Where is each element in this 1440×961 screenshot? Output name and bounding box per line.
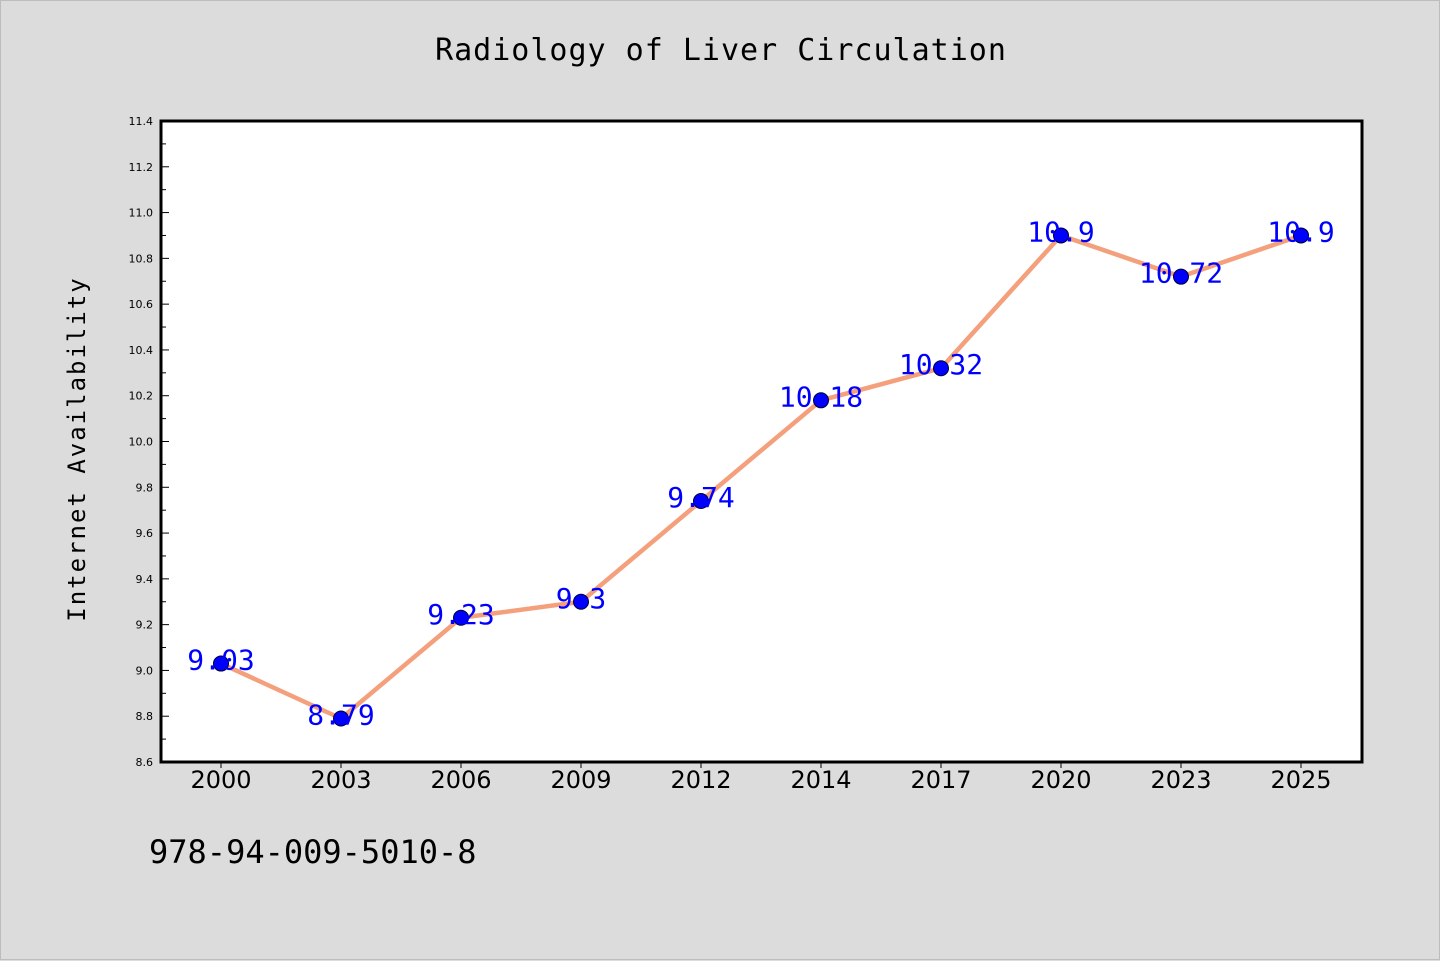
chart-title: Radiology of Liver Circulation (435, 33, 1007, 68)
y-tick-label: 10.0 (129, 436, 154, 449)
y-tick-label: 9.4 (136, 573, 154, 586)
data-point-marker (1173, 268, 1189, 285)
y-tick-label: 10.4 (129, 344, 154, 357)
data-label: 10.18 (779, 380, 863, 413)
y-tick-label: 9.6 (136, 527, 154, 540)
x-tick-label: 2017 (910, 766, 971, 794)
data-point-marker (1293, 227, 1309, 244)
x-tick-label: 2003 (310, 766, 371, 794)
x-tick-label: 2023 (1150, 766, 1211, 794)
data-point-marker (693, 493, 709, 510)
data-label: 9.23 (427, 598, 494, 631)
footnote-isbn: 978-94-009-5010-8 (149, 833, 477, 871)
y-tick-label: 11.2 (129, 161, 154, 174)
data-point-marker (1053, 227, 1069, 244)
data-point-marker (333, 710, 349, 727)
series-line (218, 233, 1304, 721)
data-label: 9.3 (556, 582, 607, 615)
data-label: 9.74 (667, 481, 734, 514)
x-tick-label: 2009 (550, 766, 611, 794)
x-tick-label: 2006 (430, 766, 491, 794)
data-point-marker (813, 392, 829, 409)
data-label: 8.79 (307, 699, 374, 732)
y-tick-label: 11.0 (129, 207, 154, 220)
y-tick-label: 9.8 (136, 481, 154, 494)
y-tick-label: 8.8 (136, 710, 154, 723)
data-point-marker (213, 655, 229, 672)
plot-frame (159, 119, 1364, 764)
data-point-marker (573, 593, 589, 610)
data-label: 9.03 (187, 644, 254, 677)
data-label: 10.32 (899, 348, 983, 381)
x-tick-label: 2000 (190, 766, 251, 794)
data-label: 10.9 (1267, 215, 1334, 248)
x-tick-label: 2020 (1030, 766, 1091, 794)
y-tick-label: 10.2 (129, 390, 154, 403)
data-label: 10.72 (1139, 257, 1223, 290)
x-tick-label: 2012 (670, 766, 731, 794)
y-tick-label: 8.6 (136, 756, 154, 769)
data-point-marker (933, 360, 949, 377)
x-tick-label: 2025 (1270, 766, 1331, 794)
plot-background (161, 121, 1362, 762)
y-tick-label: 10.8 (129, 252, 154, 265)
y-tick-label: 9.0 (136, 664, 154, 677)
data-point-marker (453, 609, 469, 626)
x-tick-label: 2014 (790, 766, 851, 794)
y-tick-label: 11.4 (129, 115, 154, 128)
y-tick-label: 9.2 (136, 619, 154, 632)
data-label: 10.9 (1027, 215, 1094, 248)
y-tick-label: 10.6 (129, 298, 154, 311)
